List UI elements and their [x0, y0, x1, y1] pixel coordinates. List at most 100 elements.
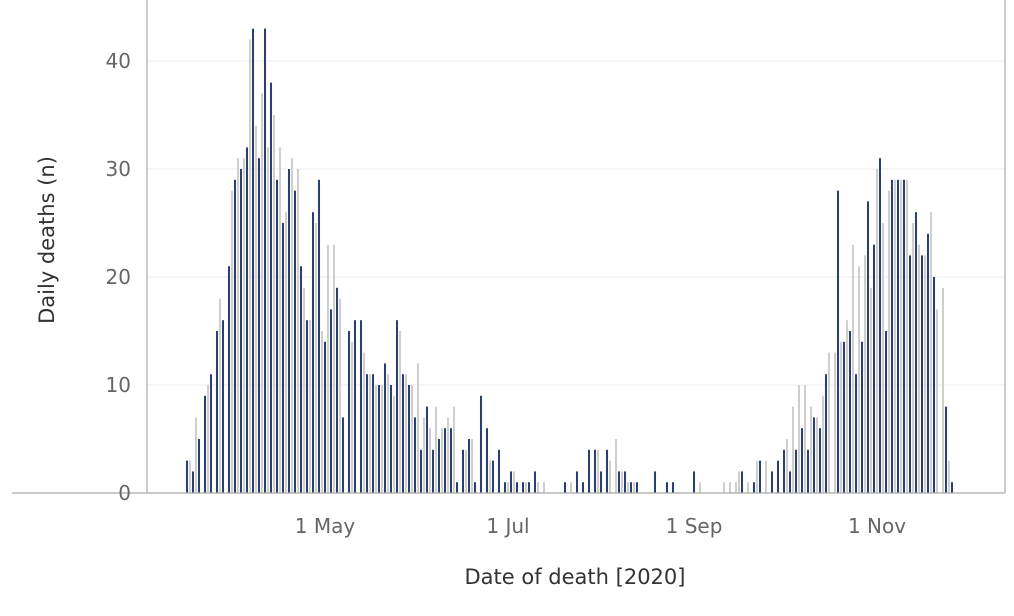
bar-primary — [365, 374, 369, 493]
bar-secondary — [632, 482, 636, 493]
bar-primary — [353, 320, 357, 493]
bar-primary — [794, 449, 798, 493]
y-tick-label: 10 — [106, 373, 131, 397]
bar-secondary — [464, 449, 468, 493]
bar-primary — [944, 406, 948, 493]
bar-primary — [497, 449, 501, 493]
bar-primary — [377, 385, 381, 493]
bar-primary — [443, 428, 447, 493]
bar-secondary — [755, 460, 759, 493]
bar-secondary — [935, 309, 939, 493]
bar-secondary — [386, 374, 390, 493]
bar-primary — [824, 374, 828, 493]
y-tick-labels: 0 10 20 30 40 — [106, 49, 131, 505]
bar-secondary — [446, 417, 450, 493]
bar-secondary — [833, 352, 837, 493]
bar-secondary — [368, 374, 372, 493]
bar-secondary — [785, 439, 789, 493]
bar-secondary — [194, 417, 198, 493]
bar-primary — [806, 449, 810, 493]
bars — [185, 28, 954, 494]
bar-secondary — [542, 482, 546, 493]
bar-primary — [305, 320, 309, 493]
bar-primary — [299, 266, 303, 493]
bar-primary — [491, 460, 495, 493]
y-tick-label: 30 — [106, 157, 131, 181]
bar-primary — [665, 482, 669, 493]
bar-primary — [479, 395, 483, 493]
bar-primary — [203, 395, 207, 493]
bar-primary — [503, 482, 507, 493]
bar-secondary — [260, 93, 264, 494]
bar-primary — [635, 482, 639, 493]
bar-primary — [848, 331, 852, 493]
bar-secondary — [923, 255, 927, 493]
bar-primary — [209, 374, 213, 493]
bar-primary — [389, 385, 393, 493]
bar-primary — [563, 482, 567, 493]
bar-primary — [461, 449, 465, 493]
bar-secondary — [536, 482, 540, 493]
bar-secondary — [254, 125, 258, 494]
bar-secondary — [314, 223, 318, 493]
bar-secondary — [506, 482, 510, 493]
bar-secondary — [470, 439, 474, 493]
bar-primary — [371, 374, 375, 493]
bar-primary — [740, 471, 744, 493]
bar-secondary — [881, 223, 885, 493]
bar-primary — [185, 460, 189, 493]
bar-secondary — [218, 298, 222, 493]
bar-primary — [617, 471, 621, 493]
bar-primary — [257, 158, 261, 493]
bar-primary — [485, 428, 489, 493]
bar-primary — [653, 471, 657, 493]
bar-secondary — [350, 341, 354, 493]
bar-primary — [926, 233, 930, 494]
bar-primary — [233, 179, 237, 494]
bar-secondary — [614, 439, 618, 493]
bar-secondary — [362, 352, 366, 493]
bar-secondary — [791, 406, 795, 493]
bar-primary — [575, 471, 579, 493]
bar-primary — [587, 449, 591, 493]
bar-secondary — [206, 385, 210, 493]
x-tick-label: 1 Sep — [666, 514, 723, 538]
bar-secondary — [905, 179, 909, 494]
bar-secondary — [338, 298, 342, 493]
bar-primary — [605, 449, 609, 493]
bar-primary — [782, 449, 786, 493]
bar-secondary — [863, 255, 867, 493]
bar-secondary — [296, 169, 300, 493]
bar-primary — [197, 439, 201, 493]
bar-secondary — [512, 471, 516, 493]
bar-secondary — [857, 266, 861, 493]
bar-primary — [629, 482, 633, 493]
bar-primary — [311, 212, 315, 493]
y-tick-label: 20 — [106, 265, 131, 289]
bar-primary — [599, 471, 603, 493]
bar-secondary — [230, 190, 234, 493]
x-tick-label: 1 Jul — [486, 514, 529, 538]
bar-secondary — [608, 460, 612, 493]
bar-primary — [431, 449, 435, 493]
bar-secondary — [236, 158, 240, 493]
bar-primary — [932, 277, 936, 493]
bar-primary — [770, 471, 774, 493]
bar-primary — [812, 417, 816, 493]
bar-primary — [692, 471, 696, 493]
bar-secondary — [188, 460, 192, 493]
bar-secondary — [722, 482, 726, 493]
bar-secondary — [809, 406, 813, 493]
bar-secondary — [380, 385, 384, 493]
bar-secondary — [626, 482, 630, 493]
bar-secondary — [404, 374, 408, 493]
bar-primary — [437, 439, 441, 493]
bar-primary — [581, 482, 585, 493]
bar-primary — [287, 169, 291, 493]
bar-secondary — [734, 482, 738, 493]
bar-primary — [401, 374, 405, 493]
bar-primary — [221, 320, 225, 493]
bar-primary — [383, 363, 387, 493]
bar-primary — [890, 179, 894, 494]
